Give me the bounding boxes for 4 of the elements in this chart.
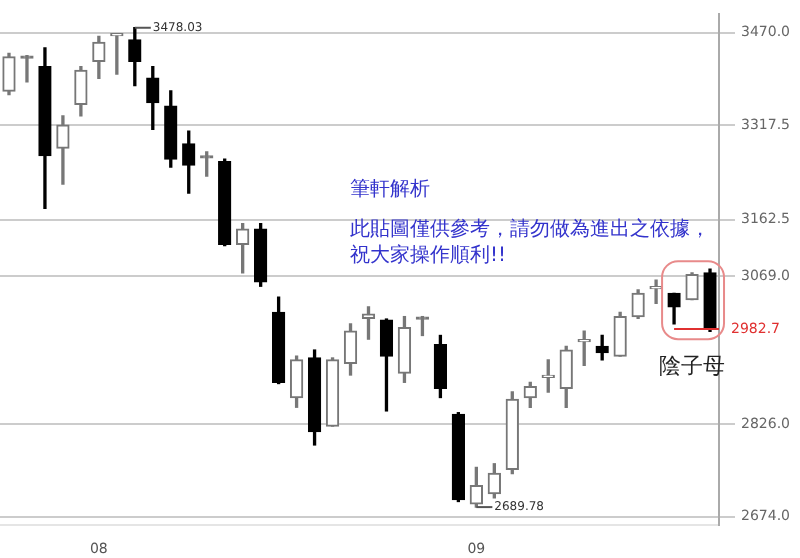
annotation: 陰子母 [659, 352, 726, 379]
annotation: 筆軒解析 [350, 177, 430, 202]
annotation: 此貼圖僅供參考，請勿做為進出之依據， [350, 217, 710, 242]
annotation: 祝大家操作順利!! [350, 243, 507, 268]
